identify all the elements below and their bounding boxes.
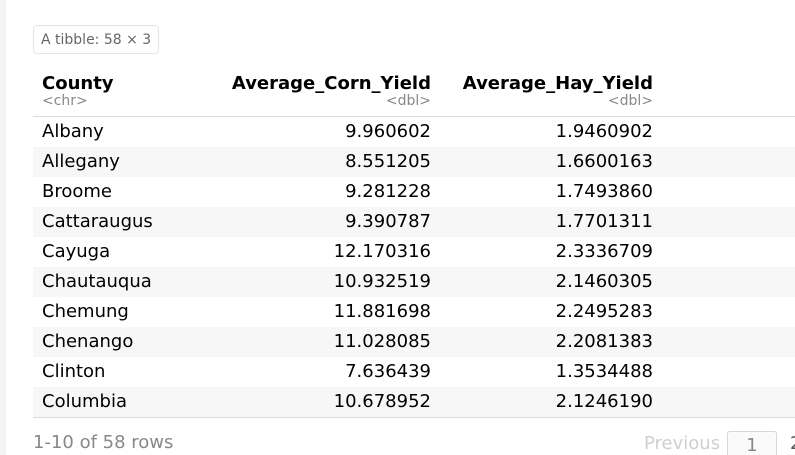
- cell-hay-yield: 1.3534488: [555, 361, 653, 382]
- column-type: <chr>: [42, 93, 88, 109]
- table-row: Chenango 11.028085 2.2081383: [33, 327, 795, 357]
- cell-county: Columbia: [42, 391, 127, 412]
- cell-hay-yield: 2.2495283: [555, 301, 653, 322]
- cell-corn-yield: 12.170316: [333, 241, 431, 262]
- page-2-button[interactable]: 2: [790, 433, 795, 454]
- table-row: Allegany 8.551205 1.6600163: [33, 147, 795, 177]
- cell-county: Cayuga: [42, 241, 111, 262]
- table-header: County <chr> Average_Corn_Yield <dbl> Av…: [33, 70, 795, 117]
- table-row: Chautauqua 10.932519 2.1460305: [33, 267, 795, 297]
- table-row: Clinton 7.636439 1.3534488: [33, 357, 795, 387]
- table-row: Cattaraugus 9.390787 1.7701311: [33, 207, 795, 237]
- data-table: County <chr> Average_Corn_Yield <dbl> Av…: [33, 70, 795, 418]
- cell-hay-yield: 2.3336709: [555, 241, 653, 262]
- cell-corn-yield: 9.960602: [345, 121, 431, 142]
- cell-corn-yield: 11.028085: [333, 331, 431, 352]
- column-type: <dbl>: [385, 93, 431, 109]
- cell-county: Broome: [42, 181, 112, 202]
- table-row: Cayuga 12.170316 2.3336709: [33, 237, 795, 267]
- cell-hay-yield: 1.7701311: [555, 211, 653, 232]
- table-row: Chemung 11.881698 2.2495283: [33, 297, 795, 327]
- column-type: <dbl>: [607, 93, 653, 109]
- cell-hay-yield: 2.2081383: [555, 331, 653, 352]
- cell-county: Allegany: [42, 151, 120, 172]
- column-name: Average_Hay_Yield: [462, 73, 653, 94]
- table-row: Columbia 10.678952 2.1246190: [33, 387, 795, 417]
- cell-corn-yield: 7.636439: [345, 361, 431, 382]
- cell-hay-yield: 2.1460305: [555, 271, 653, 292]
- column-name: Average_Corn_Yield: [231, 73, 431, 94]
- table-row: Broome 9.281228 1.7493860: [33, 177, 795, 207]
- tibble-dims: 58 × 3: [103, 32, 152, 48]
- cell-county: Chenango: [42, 331, 134, 352]
- cell-county: Clinton: [42, 361, 106, 382]
- output-gutter: [0, 0, 6, 455]
- row-count-label: 1-10 of 58 rows: [33, 432, 174, 453]
- cell-corn-yield: 10.678952: [333, 391, 431, 412]
- cell-hay-yield: 1.9460902: [555, 121, 653, 142]
- current-page-button[interactable]: 1: [727, 431, 777, 455]
- previous-page-button[interactable]: Previous: [644, 433, 721, 454]
- column-header-average-corn-yield[interactable]: Average_Corn_Yield <dbl>: [231, 73, 431, 109]
- cell-corn-yield: 10.932519: [333, 271, 431, 292]
- table-row: Albany 9.960602 1.9460902: [33, 117, 795, 147]
- cell-county: Albany: [42, 121, 104, 142]
- cell-corn-yield: 9.390787: [345, 211, 431, 232]
- cell-hay-yield: 2.1246190: [555, 391, 653, 412]
- cell-corn-yield: 9.281228: [345, 181, 431, 202]
- column-header-county[interactable]: County <chr>: [42, 73, 114, 109]
- column-name: County: [42, 73, 114, 94]
- tibble-dimensions-badge: A tibble: 58 × 3: [33, 25, 160, 54]
- cell-hay-yield: 1.7493860: [555, 181, 653, 202]
- cell-corn-yield: 8.551205: [345, 151, 431, 172]
- cell-county: Chemung: [42, 301, 129, 322]
- cell-county: Cattaraugus: [42, 211, 153, 232]
- cell-county: Chautauqua: [42, 271, 152, 292]
- cell-corn-yield: 11.881698: [333, 301, 431, 322]
- table-bottom-divider: [33, 417, 795, 418]
- cell-hay-yield: 1.6600163: [555, 151, 653, 172]
- tibble-label: A tibble:: [41, 32, 100, 48]
- column-header-average-hay-yield[interactable]: Average_Hay_Yield <dbl>: [462, 73, 653, 109]
